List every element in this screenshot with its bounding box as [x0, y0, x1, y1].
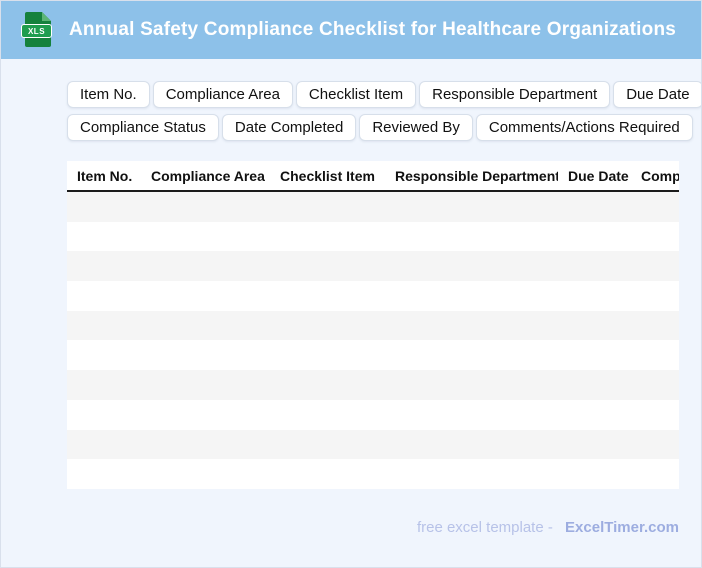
chip-comments-actions-required[interactable]: Comments/Actions Required: [475, 114, 693, 141]
table-row: [67, 310, 679, 341]
chip-date-completed[interactable]: Date Completed: [221, 114, 357, 141]
checklist-table: Item No. Compliance Area Checklist Item Res…: [67, 161, 679, 489]
chip-compliance-status[interactable]: Compliance Status: [67, 114, 219, 141]
chip-row: Item No. Compliance Area Checklist Item Res…: [67, 81, 701, 108]
column-header-comp: Comp: [641, 168, 679, 184]
chip-due-date[interactable]: Due Date: [613, 81, 701, 108]
chip-checklist-item[interactable]: Checklist Item: [295, 81, 417, 108]
table-row: [67, 251, 679, 282]
chip-row: Compliance Status Date Completed Reviewed …: [67, 114, 693, 141]
page-title: Annual Safety Compliance Checklist for H…: [69, 19, 677, 40]
column-header-due-date: Due Date: [568, 168, 629, 184]
header-bar: XLS Annual Safety Compliance Checklist f…: [1, 1, 701, 59]
chip-reviewed-by[interactable]: Reviewed By: [359, 114, 473, 141]
table-row: [67, 221, 679, 252]
table-row: [67, 281, 679, 311]
table-header-row: Item No. Compliance Area Checklist Item Res…: [67, 161, 679, 192]
footer-credit-text: free excel template -: [416, 519, 553, 536]
column-header-item-no: Item No.: [77, 168, 133, 184]
xls-file-icon: XLS: [20, 9, 56, 51]
table-row: [67, 429, 679, 460]
chip-item-no[interactable]: Item No.: [67, 81, 150, 108]
table-row: [67, 340, 679, 371]
xls-badge: XLS: [21, 24, 52, 38]
footer-brand-link[interactable]: ExcelTimer.com: [565, 519, 679, 536]
table-row: [67, 399, 679, 430]
chip-responsible-department[interactable]: Responsible Department: [419, 81, 611, 108]
table-body: [67, 192, 679, 489]
column-header-responsible-department: Responsible Department: [395, 168, 558, 184]
table-row: [67, 192, 679, 222]
footer: free excel template - ExcelTimer.com: [417, 519, 679, 536]
column-header-compliance-area: Compliance Area: [151, 168, 265, 184]
column-header-checklist-item: Checklist Item: [280, 168, 375, 184]
table-row: [67, 459, 679, 489]
file-fold-corner: [42, 12, 51, 21]
table-row: [67, 370, 679, 400]
chip-compliance-area[interactable]: Compliance Area: [152, 81, 293, 108]
field-chips: Item No. Compliance Area Checklist Item Res…: [67, 81, 701, 147]
